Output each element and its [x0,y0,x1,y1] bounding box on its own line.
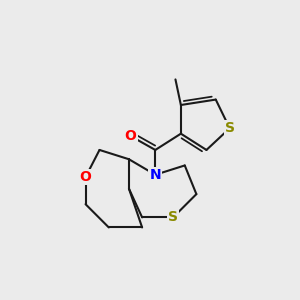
Text: S: S [225,121,235,135]
Text: N: N [149,168,161,182]
Text: O: O [124,129,136,143]
Text: O: O [80,170,92,184]
Text: S: S [168,210,178,224]
